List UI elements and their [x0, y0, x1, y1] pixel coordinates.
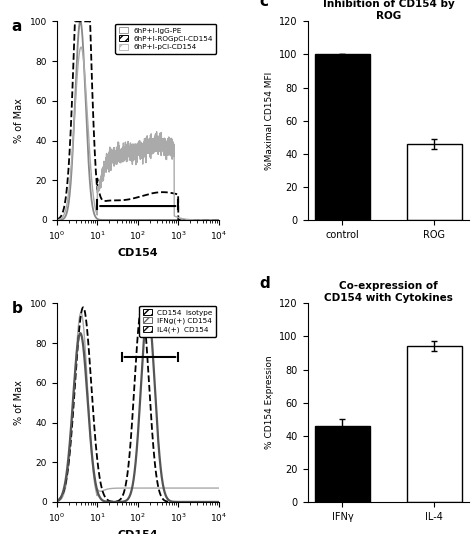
X-axis label: CD154: CD154 [118, 248, 158, 257]
Y-axis label: % of Max: % of Max [14, 98, 24, 143]
Title: Inhibition of CD154 by
ROG: Inhibition of CD154 by ROG [322, 0, 454, 21]
X-axis label: CD154: CD154 [118, 530, 158, 534]
Text: c: c [259, 0, 268, 9]
Text: a: a [11, 19, 22, 34]
Bar [407, 144, 462, 220]
Bar [315, 426, 370, 502]
Legend: 6hP+I-IgG-PE, 6hP+I-ROGpCI-CD154, 6hP+I-pCI-CD154: 6hP+I-IgG-PE, 6hP+I-ROGpCI-CD154, 6hP+I-… [115, 23, 217, 54]
Text: d: d [259, 276, 270, 290]
Legend: CD154  isotype, IFNg(+) CD154, IL4(+)  CD154: CD154 isotype, IFNg(+) CD154, IL4(+) CD1… [139, 305, 217, 337]
Y-axis label: % CD154 Expression: % CD154 Expression [265, 356, 274, 450]
Bar [407, 347, 462, 502]
Text: b: b [11, 301, 22, 316]
Title: Co-expression of
CD154 with Cytokines: Co-expression of CD154 with Cytokines [324, 281, 453, 303]
Bar [315, 54, 370, 220]
Y-axis label: %Maximal CD154 MFI: %Maximal CD154 MFI [265, 72, 274, 170]
Y-axis label: % of Max: % of Max [14, 380, 24, 425]
